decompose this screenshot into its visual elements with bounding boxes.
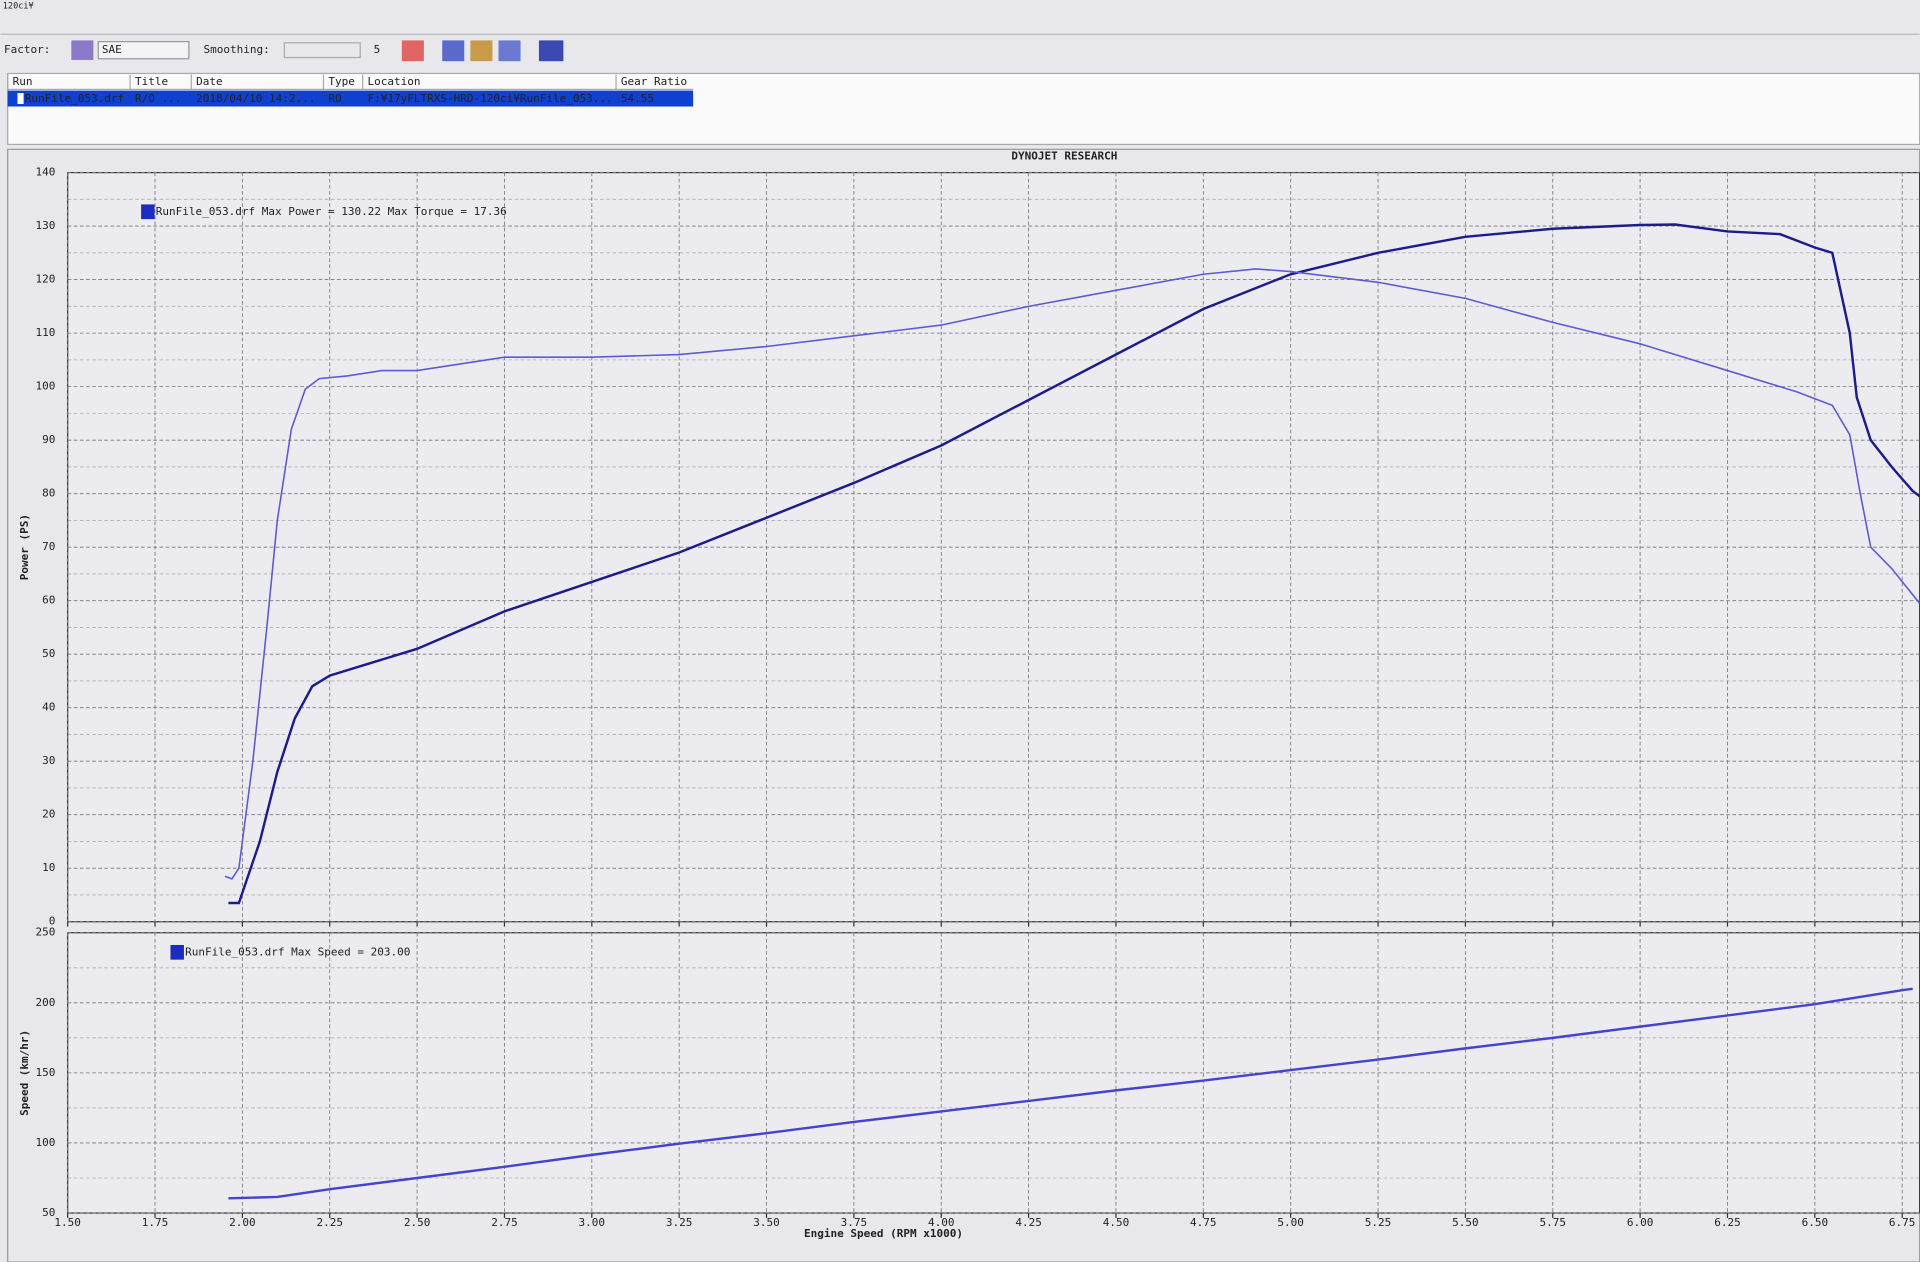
y-tick-label: 200 [36, 996, 56, 1009]
legend-swatch [170, 944, 184, 960]
x-tick-label: 5.75 [1540, 1216, 1567, 1229]
factor-dropdown[interactable] [97, 41, 190, 60]
y-tick-label: 90 [42, 433, 55, 446]
chart-header: DYNOJET RESEARCH [1011, 150, 1117, 163]
x-tick-label: 5.00 [1277, 1216, 1304, 1229]
row-icon [17, 93, 24, 105]
x-tick-label: 2.25 [316, 1216, 342, 1229]
x-tick-label: 6.00 [1627, 1216, 1654, 1229]
x-tick-label: 4.50 [1103, 1216, 1130, 1229]
x-tick-label: 4.75 [1190, 1216, 1217, 1229]
y-tick-label: 100 [36, 380, 56, 393]
tool-button[interactable] [538, 40, 564, 62]
data-line [228, 987, 1913, 1200]
cell: RunFile_053.drf [25, 92, 124, 105]
x-tick-label: 6.25 [1714, 1216, 1741, 1229]
smoothing-value: 5 [374, 43, 381, 56]
x-tick-label: 3.75 [841, 1216, 867, 1229]
y-tick-label: 70 [42, 540, 55, 553]
tool-button[interactable] [442, 40, 465, 62]
y-tick-label: 30 [42, 754, 55, 767]
y-tick-label: 110 [36, 326, 56, 339]
y-tick-label: 120 [36, 273, 56, 286]
cell: R/O ... [135, 92, 181, 105]
cell: 2018/04/10 14:2... [196, 92, 315, 105]
y-tick-label: 100 [36, 1136, 56, 1149]
y-tick-label: 40 [42, 701, 55, 714]
column-header: Run [13, 75, 33, 88]
x-axis-label: Engine Speed (RPM x1000) [804, 1227, 963, 1240]
cell: F:¥17yFLTRXS-HRD-120ci¥RunFile_053... [368, 92, 613, 105]
x-tick-label: 3.00 [579, 1216, 606, 1229]
x-tick-label: 3.25 [666, 1216, 693, 1229]
x-tick-label: 5.25 [1365, 1216, 1392, 1229]
y-tick-label: 130 [36, 219, 56, 232]
legend-text: RunFile_053.drf Max Speed = 203.00 [185, 945, 410, 958]
cell: RO [328, 92, 341, 105]
window-title: 120ci¥ [3, 2, 34, 12]
x-tick-label: 6.50 [1802, 1216, 1829, 1229]
x-tick-label: 1.50 [54, 1216, 80, 1229]
legend-text: RunFile_053.drf Max Power = 130.22 Max T… [156, 205, 507, 218]
factor-icon [71, 40, 94, 60]
y-tick-label: 60 [42, 594, 55, 607]
y-tick-label: 80 [42, 487, 55, 500]
x-tick-label: 4.25 [1015, 1216, 1042, 1229]
delete-button[interactable] [401, 40, 424, 62]
y-axis-label: Power (PS) [18, 514, 31, 580]
x-tick-label: 5.50 [1452, 1216, 1479, 1229]
data-line [224, 268, 1920, 880]
factor-value: SAE [102, 43, 122, 56]
x-tick-label: 1.75 [142, 1216, 169, 1229]
legend-swatch [141, 204, 155, 220]
y-tick-label: 140 [36, 166, 56, 179]
y-tick-label: 250 [36, 926, 56, 939]
y-tick-label: 10 [42, 861, 55, 874]
run-table [7, 72, 1920, 146]
y-tick-label: 50 [42, 647, 55, 660]
column-header: Type [328, 75, 355, 88]
x-tick-label: 2.00 [229, 1216, 256, 1229]
tool-button[interactable] [470, 40, 493, 62]
cell: 54.55 [621, 92, 654, 105]
x-tick-label: 2.75 [491, 1216, 517, 1229]
column-header: Location [368, 75, 421, 88]
x-tick-label: 4.00 [928, 1216, 954, 1229]
tool-button[interactable] [498, 40, 521, 62]
x-tick-label: 3.50 [753, 1216, 779, 1229]
y-tick-label: 20 [42, 808, 55, 821]
y-tick-label: 150 [36, 1066, 56, 1079]
column-header: Title [135, 75, 168, 88]
y-tick-label: 50 [42, 1206, 55, 1219]
smoothing-slider[interactable] [283, 42, 361, 59]
y-tick-label: 0 [49, 915, 56, 928]
column-header: Date [196, 75, 223, 88]
selected-row[interactable] [7, 90, 694, 107]
factor-label: Factor: [4, 43, 50, 56]
y-axis-label: Speed (km/hr) [18, 1030, 31, 1116]
column-header: Gear Ratio [621, 75, 687, 88]
x-tick-label: 2.50 [404, 1216, 430, 1229]
data-line [228, 223, 1920, 905]
x-tick-label: 6.75 [1889, 1216, 1916, 1229]
smoothing-label: Smoothing: [204, 43, 270, 56]
